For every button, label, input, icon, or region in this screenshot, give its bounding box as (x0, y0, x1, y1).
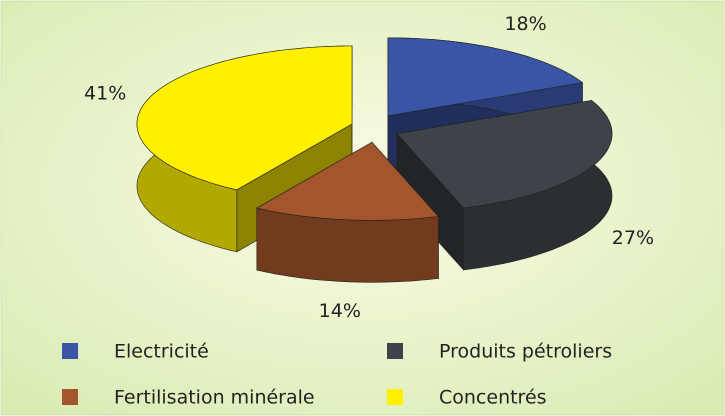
legend-label: Electricité (114, 341, 209, 363)
legend-swatch (62, 389, 78, 405)
slice-top (396, 100, 613, 209)
slice-top (136, 45, 353, 191)
legend-swatch (62, 343, 78, 359)
data-label: 18% (504, 13, 546, 35)
legend-label: Fertilisation minérale (114, 387, 315, 409)
data-label: 41% (84, 82, 126, 104)
slice-top (255, 141, 440, 221)
legend-swatch (387, 343, 403, 359)
legend-label: Concentrés (439, 387, 547, 409)
slice-top (387, 37, 584, 117)
data-label: 27% (612, 227, 654, 249)
slice (255, 141, 440, 283)
legend-swatch (387, 389, 403, 405)
slice (396, 99, 613, 271)
legend-label: Produits pétroliers (439, 341, 612, 363)
data-label: 14% (319, 300, 361, 322)
